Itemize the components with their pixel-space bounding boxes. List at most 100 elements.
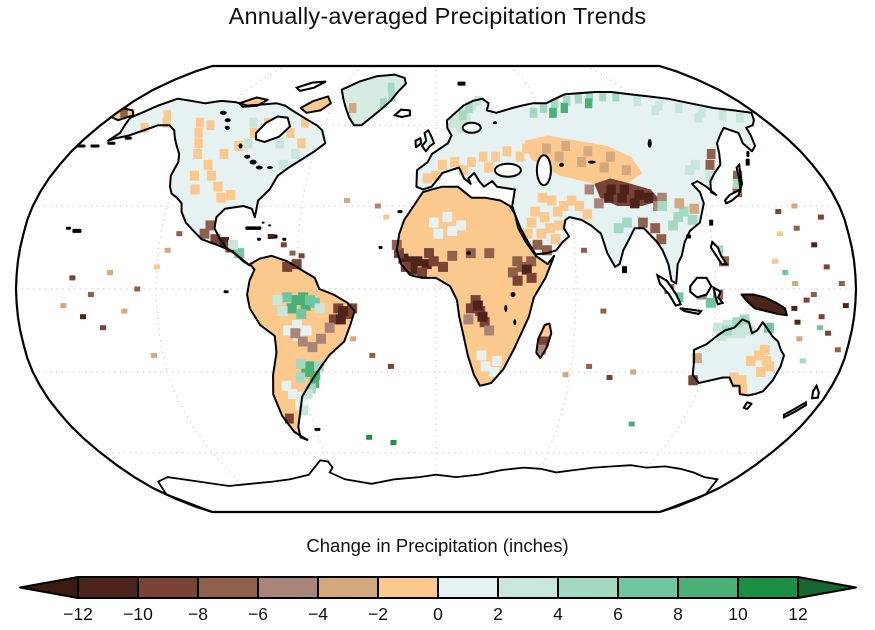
patch-australia-sw-dark [688,375,698,386]
patch-amazon-green [286,292,311,314]
colorbar-tick--8: −8 [188,604,208,624]
colorbar-segment-2-to-4 [497,576,559,599]
patch-australia-e-tan [745,344,775,377]
patch-se-sa-mint [295,358,324,394]
island-borneo [689,276,713,299]
black-sea [493,162,522,178]
fill-new_guinea [741,294,787,316]
meridian-60 [510,66,577,512]
patch-australia-s-tan [729,372,748,394]
colorbar-tick--6: −6 [248,604,268,624]
colorbar-arrow-right [797,576,857,599]
island-java [679,307,704,315]
colorbar-tick-10: 10 [728,604,748,624]
patch-arabia-brown [532,239,552,256]
patch-south-china-tan [674,198,700,214]
patch-sahara-pale [428,212,466,239]
patch-ebrazil-dark [335,306,348,325]
patch-south-china-mint [657,201,698,231]
colorbar-tick--12: −12 [63,604,93,624]
colorbar-segment-8-to-10 [677,576,739,599]
patch-siberia-north-mint [529,91,620,118]
patch-greenland-tan [349,103,357,113]
patch-central-america-mint [228,239,238,250]
patch-greenland-green [379,82,396,109]
patch-east-africa-dark [521,264,532,275]
patch-iran-tan [537,192,593,220]
fill-baffin_island [300,96,331,113]
graticule [16,66,856,512]
patch-central-asia-tan [542,141,631,176]
chart-title: Annually-averaged Precipitation Trends [228,3,647,29]
patch-ne-coast-brown [705,149,716,170]
patch-japan-specks-mint [733,178,743,189]
lakes [219,110,652,326]
patch-amazon-green2 [281,292,320,319]
patch-congo-brown [465,295,490,328]
patch-central-america-green [234,248,245,259]
patch-safrica-blue [476,350,502,377]
patch-tibet-dark [604,184,654,209]
patch-west-africa-dark [398,253,432,275]
colorbar-segment--6-to--4 [257,576,319,599]
patch-europe-tan [422,143,531,184]
patch-india-brown [638,217,648,228]
island-new_zealand [810,383,820,400]
island-japan [723,162,744,205]
patch-s-sa-mint [299,389,313,416]
patch-sa-mauve [290,322,335,353]
colorbar-tick--4: −4 [308,604,328,624]
colorbar-tick-8: 8 [673,604,683,624]
patch-madagascar-brown [539,336,549,347]
patch-east-siberia-mint [633,95,744,123]
colorbar-arrow-left [19,576,79,599]
ocean-specks [60,198,849,445]
baltic-sea [461,121,482,134]
colorbar-segment-6-to-8 [617,576,679,599]
colorbar-tick-12: 12 [788,604,807,624]
patch-burma-brown [650,223,667,245]
patch-safrica-mauve [463,314,495,336]
colorbar-segment-4-to-6 [557,576,619,599]
colorbar-tick-6: 6 [613,604,623,624]
world-map [16,66,856,512]
colorbar-tick-0: 0 [433,604,443,624]
patch-chukotka-speck [120,107,128,118]
patch-chile-dark [285,413,294,424]
fill-uk [422,130,434,152]
map-outline [14,64,858,514]
patch-india-green [613,217,632,234]
colorbar-segment--12-to--10 [77,576,139,599]
island-sumatra [655,273,682,307]
patch-north-america-tan [140,110,309,203]
fill-greenland [341,74,406,126]
colorbar-segment--4-to--2 [317,576,379,599]
patch-east-africa-med [512,272,537,286]
colorbar-segment-0-to-2 [437,576,499,599]
small-islands [65,81,750,431]
meridian--120 [155,66,288,512]
colorbar-tick-4: 4 [553,604,563,624]
island-sulawesi [712,285,725,306]
patch-siberia-north-green [549,98,593,118]
patch-madagascar-mauve [536,344,546,355]
colorbar-segment--10-to--8 [137,576,199,599]
colorbar-tick-2: 2 [493,604,503,624]
patch-australia-w-tan [692,353,702,364]
patch-mexico-dark [219,237,230,247]
patch-arabia-tan [522,206,564,245]
patch-ne-china-mint [685,159,715,181]
island-philippines [709,240,729,266]
patch-mexico-brown2 [199,220,216,239]
patch-sa-ncoast-brown [282,259,302,272]
island-ellesmere_island [294,80,326,92]
patch-amazon-mint [272,295,325,317]
colorbar: −12 −10 −8 −6 −4 −2 0 2 4 6 8 10 12 [19,576,857,624]
hudson-bay [254,115,292,144]
colorbar-segment-10-to-12 [737,576,799,599]
colorbar-segment--8-to--6 [197,576,259,599]
antarctica [156,459,720,512]
colorbar-label: Change in Precipitation (inches) [306,535,569,556]
